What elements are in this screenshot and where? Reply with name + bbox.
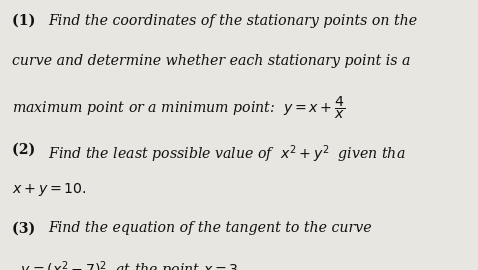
Text: (2): (2) xyxy=(12,143,40,157)
Text: (1): (1) xyxy=(12,14,40,28)
Text: Find the equation of the tangent to the curve: Find the equation of the tangent to the … xyxy=(48,221,372,235)
Text: $y = (x^2 - 7)^2$  at the point $x = 3.$: $y = (x^2 - 7)^2$ at the point $x = 3.$ xyxy=(12,259,243,270)
Text: Find the coordinates of the stationary points on the: Find the coordinates of the stationary p… xyxy=(48,14,417,28)
Text: curve and determine whether each stationary point is a: curve and determine whether each station… xyxy=(12,54,410,68)
Text: $x + y = 10.$: $x + y = 10.$ xyxy=(12,181,87,198)
Text: maximum point or a minimum point:  $y = x + \dfrac{4}{x}$: maximum point or a minimum point: $y = x… xyxy=(12,94,346,121)
Text: Find the least possible value of  $x^2 + y^2$  given tha: Find the least possible value of $x^2 + … xyxy=(48,143,406,165)
Text: (3): (3) xyxy=(12,221,40,235)
